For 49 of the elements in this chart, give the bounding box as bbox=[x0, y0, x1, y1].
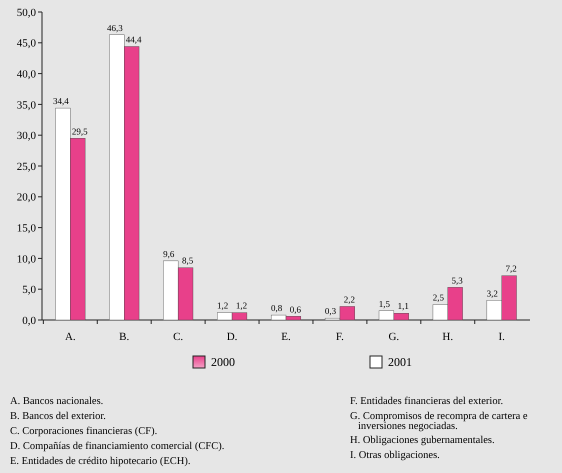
x-tick-label: A. bbox=[64, 331, 76, 343]
data-label: 2,2 bbox=[344, 294, 355, 304]
data-label: 0,6 bbox=[290, 304, 302, 314]
data-label: 1,2 bbox=[236, 300, 248, 311]
text: G. Compromisos de recompra de cartera e inversiones negociadas. bbox=[350, 411, 528, 432]
x-tick-label: C. bbox=[173, 331, 184, 343]
data-label: 1,1 bbox=[398, 301, 409, 312]
data-label: 46,3 bbox=[106, 22, 124, 33]
data-label: 7,2 bbox=[505, 264, 517, 274]
y-tick-label: 5,0 bbox=[22, 284, 36, 296]
x-tick-label: F. bbox=[336, 331, 344, 343]
y-tick-label: 20,0 bbox=[16, 192, 36, 204]
data-label: 29,5 bbox=[72, 126, 88, 136]
y-tick-label: 15,0 bbox=[16, 222, 36, 234]
x-tick-label: H. bbox=[442, 331, 454, 343]
x-tick-label: G. bbox=[388, 331, 400, 343]
text: E. Entidades de crédito hipotecario (ECH). bbox=[10, 456, 190, 467]
data-label: 0,3 bbox=[324, 306, 337, 316]
text: D. Compañías de financiamiento comercial (CFC). bbox=[10, 441, 224, 452]
text: C. Corporaciones financieras (CF). bbox=[10, 426, 158, 437]
text: B. Bancos del exterior. bbox=[10, 411, 106, 422]
y-tick-label: 10,0 bbox=[16, 253, 36, 266]
data-label: 2,5 bbox=[432, 292, 444, 303]
x-tick-label: E. bbox=[281, 331, 291, 343]
x-tick-label: B. bbox=[119, 331, 130, 343]
y-tick-label: 50,0 bbox=[16, 6, 36, 19]
data-label: 1,2 bbox=[217, 300, 228, 311]
data-label: 34,4 bbox=[53, 96, 70, 106]
y-tick-label: 45,0 bbox=[16, 38, 36, 50]
data-label: 5,3 bbox=[452, 275, 464, 286]
x-tick-label: I. bbox=[498, 331, 506, 343]
y-tick-label: 30,0 bbox=[16, 130, 36, 142]
data-label: 1,5 bbox=[378, 298, 391, 309]
text: F. Entidades financieras del exterior. bbox=[350, 396, 504, 407]
text: H. Obligaciones gubernamentales. bbox=[350, 435, 495, 446]
y-tick-label: 40,0 bbox=[16, 68, 36, 80]
text: A. Bancos nacionales. bbox=[10, 396, 104, 407]
data-label: 8,5 bbox=[182, 256, 194, 266]
legend-label: 2001 bbox=[388, 355, 412, 369]
y-tick-label: 25,0 bbox=[16, 160, 36, 173]
data-label: 44,4 bbox=[126, 34, 142, 44]
y-tick-label: 35,0 bbox=[16, 99, 36, 112]
legend-label: 2000 bbox=[211, 355, 235, 369]
x-tick-label: D. bbox=[226, 331, 238, 343]
data-label: 3,2 bbox=[486, 288, 498, 298]
data-label: 0,8 bbox=[270, 303, 283, 314]
text: I. Otras obligaciones. bbox=[350, 450, 440, 461]
y-tick-label: 0,0 bbox=[22, 314, 36, 327]
data-label: 9,6 bbox=[163, 248, 175, 259]
